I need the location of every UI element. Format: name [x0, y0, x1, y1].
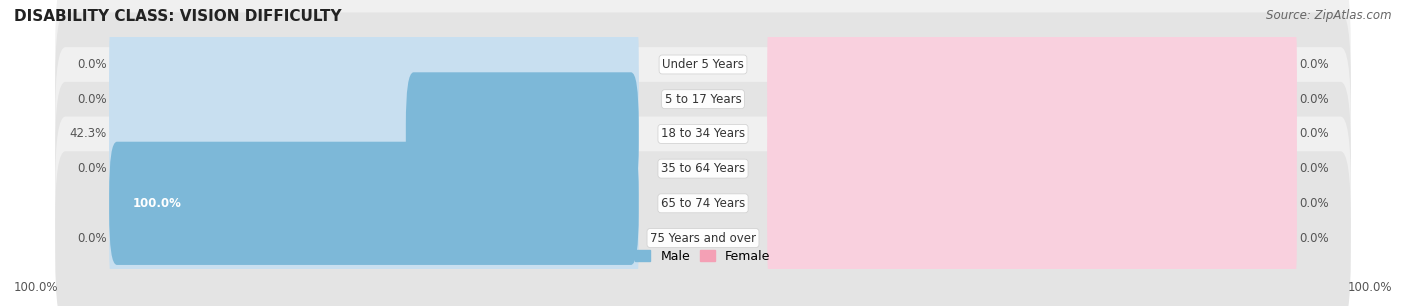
Text: 42.3%: 42.3% [69, 127, 107, 140]
Text: 0.0%: 0.0% [1299, 232, 1329, 244]
Legend: Male, Female: Male, Female [630, 245, 776, 268]
FancyBboxPatch shape [768, 38, 1296, 161]
FancyBboxPatch shape [55, 117, 1351, 290]
FancyBboxPatch shape [768, 72, 1296, 196]
FancyBboxPatch shape [55, 82, 1351, 256]
Text: 0.0%: 0.0% [77, 93, 107, 106]
Text: 100.0%: 100.0% [132, 197, 181, 210]
FancyBboxPatch shape [110, 107, 638, 230]
Text: 0.0%: 0.0% [77, 58, 107, 71]
Text: 0.0%: 0.0% [1299, 93, 1329, 106]
FancyBboxPatch shape [55, 0, 1351, 151]
FancyBboxPatch shape [768, 142, 1296, 265]
Text: DISABILITY CLASS: VISION DIFFICULTY: DISABILITY CLASS: VISION DIFFICULTY [14, 9, 342, 24]
Text: Source: ZipAtlas.com: Source: ZipAtlas.com [1267, 9, 1392, 22]
FancyBboxPatch shape [768, 177, 1296, 300]
FancyBboxPatch shape [110, 38, 638, 161]
Text: 100.0%: 100.0% [14, 281, 59, 294]
FancyBboxPatch shape [110, 142, 638, 265]
Text: 65 to 74 Years: 65 to 74 Years [661, 197, 745, 210]
FancyBboxPatch shape [768, 3, 1296, 126]
FancyBboxPatch shape [55, 13, 1351, 186]
Text: Under 5 Years: Under 5 Years [662, 58, 744, 71]
Text: 0.0%: 0.0% [1299, 162, 1329, 175]
Text: 0.0%: 0.0% [77, 162, 107, 175]
Text: 35 to 64 Years: 35 to 64 Years [661, 162, 745, 175]
FancyBboxPatch shape [110, 142, 638, 265]
Text: 18 to 34 Years: 18 to 34 Years [661, 127, 745, 140]
FancyBboxPatch shape [110, 177, 638, 300]
Text: 100.0%: 100.0% [1347, 281, 1392, 294]
Text: 5 to 17 Years: 5 to 17 Years [665, 93, 741, 106]
FancyBboxPatch shape [110, 72, 638, 196]
Text: 0.0%: 0.0% [1299, 127, 1329, 140]
FancyBboxPatch shape [406, 72, 638, 196]
Text: 0.0%: 0.0% [1299, 197, 1329, 210]
Text: 75 Years and over: 75 Years and over [650, 232, 756, 244]
FancyBboxPatch shape [55, 47, 1351, 221]
Text: 0.0%: 0.0% [1299, 58, 1329, 71]
FancyBboxPatch shape [55, 151, 1351, 306]
Text: 0.0%: 0.0% [77, 232, 107, 244]
FancyBboxPatch shape [768, 107, 1296, 230]
FancyBboxPatch shape [110, 3, 638, 126]
